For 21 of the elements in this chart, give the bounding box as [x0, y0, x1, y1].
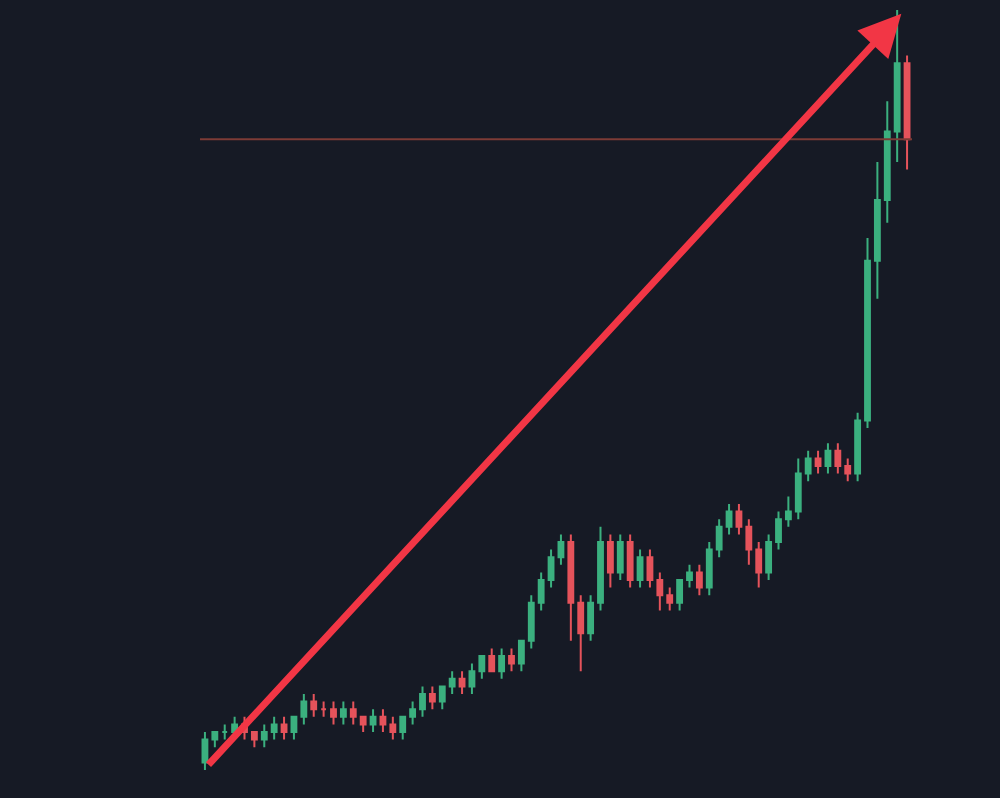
candlestick — [310, 693, 318, 718]
candlestick — [458, 670, 466, 695]
candlestick — [339, 700, 347, 726]
candlestick — [498, 647, 506, 680]
candlestick — [616, 533, 624, 581]
candlestick — [369, 708, 377, 733]
candlestick — [508, 647, 515, 673]
candlestick — [428, 685, 436, 711]
candlestick — [488, 647, 496, 673]
candlestick — [557, 533, 565, 566]
candlestick — [814, 449, 822, 475]
candlestick — [636, 548, 644, 589]
candlestick — [330, 700, 337, 726]
candlestick — [280, 715, 288, 741]
candlestick — [903, 54, 911, 171]
candlestick — [606, 533, 614, 589]
candlestick — [320, 700, 328, 718]
candlestick — [824, 442, 832, 475]
candlestick — [626, 533, 634, 589]
candlestick — [221, 723, 229, 741]
candlestick — [695, 563, 703, 597]
